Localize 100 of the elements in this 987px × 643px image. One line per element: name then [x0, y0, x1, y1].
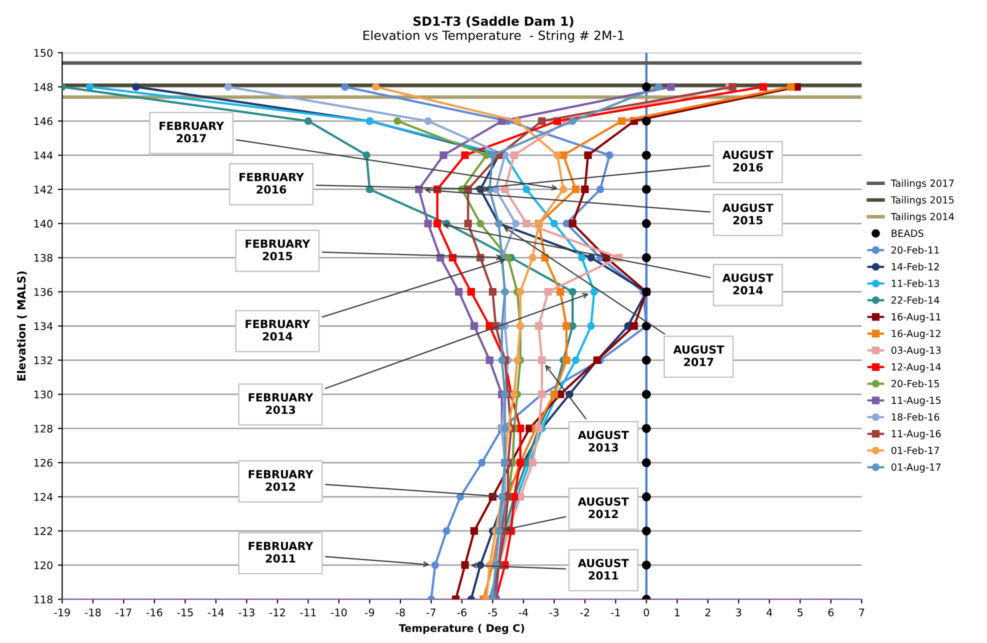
legend-label: 11-Feb-13: [892, 280, 940, 288]
x-tick-label: 2: [705, 608, 710, 616]
point: [642, 526, 651, 536]
point: [510, 390, 518, 398]
point: [304, 117, 312, 125]
point: [578, 254, 586, 262]
point: [341, 83, 349, 91]
point: [455, 288, 463, 296]
point: [394, 117, 402, 125]
x-tick-label: 5: [798, 608, 803, 616]
point: [581, 186, 589, 194]
legend-label: 11-Aug-16: [892, 430, 941, 440]
point: [442, 527, 450, 535]
point: [587, 254, 595, 262]
annotation: AUGUST 2014: [722, 274, 774, 294]
point: [642, 82, 651, 92]
point: [587, 322, 595, 330]
point: [431, 561, 439, 569]
annotation: FEBRUARY 2013: [248, 393, 314, 414]
point: [642, 184, 651, 194]
annotation: AUGUST 2017: [673, 345, 724, 366]
point: [488, 151, 496, 160]
y-tick-label: 144: [34, 152, 53, 160]
point: [728, 83, 736, 91]
point: [440, 151, 448, 160]
point: [528, 254, 536, 262]
x-tick-label: 7: [859, 608, 864, 616]
point: [759, 83, 768, 91]
x-tick-label: -9: [364, 608, 374, 616]
point: [526, 424, 534, 432]
x-tick-label: -15: [177, 608, 193, 616]
x-tick-label: -12: [269, 608, 285, 616]
legend-label: Tailings 2015: [890, 196, 954, 206]
annotation: FEBRUARY 2014: [246, 320, 310, 341]
x-tick-label: 1: [674, 608, 680, 616]
point: [501, 424, 509, 432]
point: [433, 220, 442, 228]
point: [560, 186, 568, 194]
x-tick-label: -16: [146, 608, 162, 616]
point: [606, 151, 614, 160]
point: [86, 83, 94, 91]
y-tick-label: 142: [34, 186, 52, 194]
point: [562, 322, 570, 330]
point: [513, 356, 522, 364]
point: [461, 151, 469, 160]
point: [478, 458, 486, 466]
point: [568, 288, 576, 296]
point: [528, 458, 536, 466]
point: [553, 151, 562, 160]
point: [488, 288, 496, 296]
annotation: FEBRUARY 2016: [240, 172, 304, 194]
point: [482, 151, 490, 160]
point: [630, 322, 638, 330]
point: [538, 356, 546, 364]
point: [642, 492, 651, 502]
point: [572, 186, 580, 194]
point: [538, 117, 546, 125]
point: [512, 220, 520, 228]
point: [501, 186, 509, 194]
point: [568, 220, 576, 228]
point: [654, 83, 663, 91]
x-tick-label: -19: [54, 608, 70, 616]
x-tick-label: -8: [396, 608, 405, 616]
point: [642, 560, 651, 570]
annotation: AUGUST 2012: [578, 497, 629, 518]
point: [618, 117, 626, 125]
point: [642, 390, 651, 399]
x-tick-label: -6: [457, 608, 466, 616]
point: [550, 220, 558, 228]
point: [534, 322, 543, 330]
legend-label: 22-Feb-14: [892, 296, 940, 304]
point: [642, 458, 651, 468]
point: [642, 424, 651, 433]
x-tick-label: 6: [828, 608, 834, 616]
x-tick-label: -5: [488, 608, 497, 616]
point: [642, 150, 651, 160]
point: [596, 186, 604, 194]
x-tick-label: -10: [330, 608, 347, 616]
x-tick-label: -11: [300, 608, 316, 616]
point: [642, 356, 651, 365]
point: [424, 117, 432, 125]
point: [562, 356, 570, 364]
annotation: FEBRUARY 2011: [248, 542, 314, 563]
annotation: FEBRUARY 2015: [246, 240, 310, 260]
point: [504, 254, 512, 262]
x-tick-label: 3: [736, 608, 742, 616]
legend-label: 01-Feb-17: [891, 446, 939, 454]
y-tick-label: 132: [34, 356, 52, 364]
y-tick-label: 120: [34, 561, 52, 570]
legend-label: 03-Aug-13: [891, 346, 941, 356]
point: [522, 186, 530, 194]
legend-label: 01-Aug-17: [891, 463, 941, 473]
legend-label: Tailings 2014: [890, 212, 954, 222]
annotation: AUGUST 2013: [578, 430, 629, 452]
point: [544, 288, 552, 296]
point: [467, 288, 475, 296]
point: [513, 117, 522, 125]
x-axis-title: Temperature ( Deg C): [398, 624, 524, 634]
x-tick-label: 0: [644, 608, 650, 616]
y-tick-label: 122: [34, 527, 52, 535]
